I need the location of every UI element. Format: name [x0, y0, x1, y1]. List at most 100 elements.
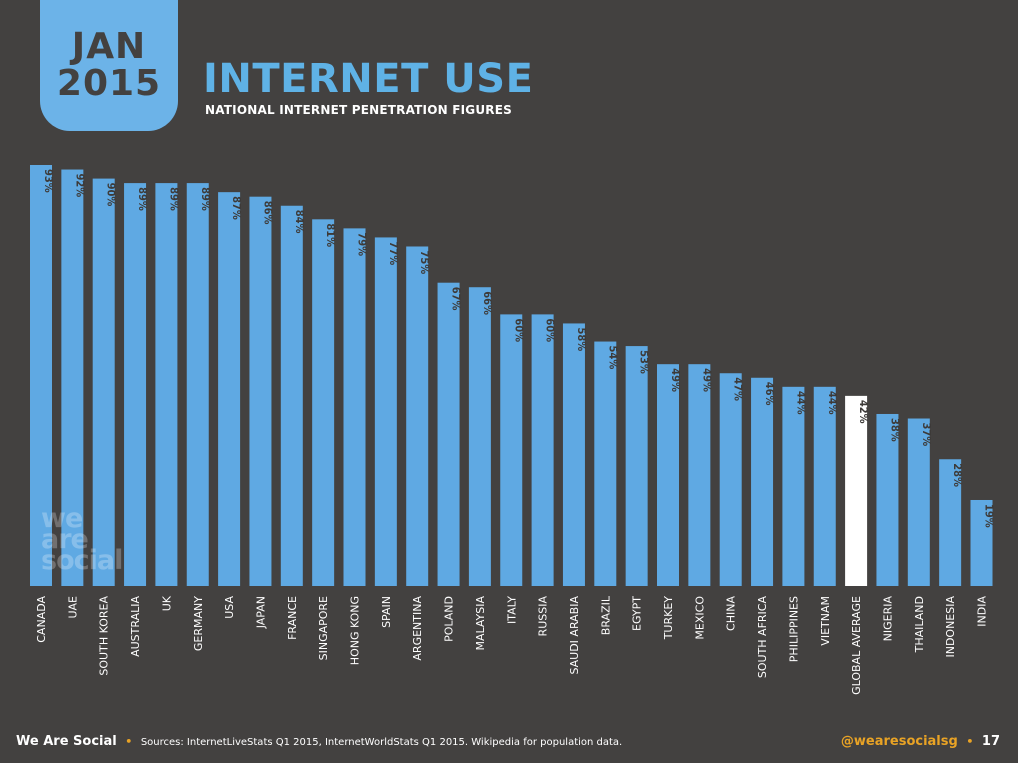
value-label-france: 84% [293, 210, 306, 234]
date-year: 2015 [56, 62, 162, 104]
category-label-spain: SPAIN [380, 596, 393, 628]
bar-italy [500, 314, 523, 586]
value-label-vietnam: 44% [826, 391, 839, 415]
footer-brand: We Are Social [16, 734, 117, 749]
value-label-uk: 89% [167, 187, 180, 211]
bar-france [280, 205, 303, 586]
category-label-philippines: PHILIPPINES [787, 596, 800, 662]
page-number: 17 [981, 734, 1000, 749]
bar-vietnam [813, 386, 836, 586]
bar-australia [124, 183, 147, 586]
date-month: JAN [71, 25, 147, 67]
category-label-vietnam: VIETNAM [819, 596, 832, 646]
category-label-hong-kong: HONG KONG [349, 596, 362, 665]
value-label-spain: 77% [387, 241, 400, 265]
bar-uae [61, 169, 84, 586]
category-label-nigeria: NIGERIA [881, 596, 894, 642]
category-label-italy: ITALY [505, 596, 518, 624]
bar-nigeria [876, 413, 899, 586]
bar-global-average [845, 395, 868, 586]
bar-argentina [406, 246, 429, 586]
bar-philippines [782, 386, 805, 586]
bar-south-africa [751, 377, 774, 586]
category-label-turkey: TURKEY [662, 596, 675, 641]
page-subtitle: NATIONAL INTERNET PENETRATION FIGURES [205, 103, 512, 117]
value-label-germany: 89% [199, 187, 212, 211]
value-label-brazil: 54% [606, 346, 619, 370]
value-label-canada: 93% [42, 169, 55, 193]
value-label-uae: 92% [73, 174, 86, 198]
bar-malaysia [468, 287, 491, 586]
value-label-nigeria: 38% [888, 418, 901, 442]
footer-separator-dot: • [125, 735, 133, 748]
bar-uk [155, 183, 178, 586]
category-label-indonesia: INDONESIA [944, 596, 957, 658]
bar-indonesia [939, 459, 962, 586]
bar-japan [249, 196, 272, 586]
value-label-global-average: 42% [857, 400, 870, 424]
bar-russia [531, 314, 554, 586]
category-label-canada: CANADA [35, 596, 48, 643]
we-are-social-watermark: we are social [41, 503, 123, 576]
bar-saudi-arabia [562, 323, 585, 586]
category-label-singapore: SINGAPORE [317, 596, 330, 660]
bar-mexico [688, 364, 711, 586]
bar-poland [437, 282, 460, 586]
value-label-hong-kong: 79% [356, 232, 369, 256]
category-label-china: CHINA [725, 596, 738, 631]
bar-canada [30, 165, 52, 586]
value-label-egypt: 53% [638, 350, 651, 374]
category-label-saudi-arabia: SAUDI ARABIA [568, 596, 581, 675]
bar-singapore [312, 219, 335, 587]
value-label-thailand: 37% [920, 423, 933, 447]
category-label-south-korea: SOUTH KOREA [98, 596, 111, 676]
value-label-malaysia: 66% [481, 291, 494, 315]
category-label-uae: UAE [66, 596, 79, 619]
value-label-russia: 60% [544, 318, 557, 342]
value-label-singapore: 81% [324, 223, 337, 247]
footer-separator-dot-2: • [966, 735, 974, 748]
bar-thailand [907, 418, 930, 586]
bar-india [970, 499, 993, 586]
category-label-thailand: THAILAND [913, 596, 926, 653]
bar-usa [218, 192, 241, 586]
value-label-india: 19% [983, 504, 996, 528]
bar-south-korea [92, 178, 115, 587]
value-label-china: 47% [732, 377, 745, 401]
bar-spain [374, 237, 397, 586]
page-title: INTERNET USE [203, 56, 534, 102]
value-label-turkey: 49% [669, 368, 682, 392]
bar-germany [186, 183, 209, 586]
category-label-argentina: ARGENTINA [411, 596, 424, 661]
watermark-line-3: social [41, 545, 123, 576]
value-label-poland: 67% [450, 287, 463, 311]
value-label-australia: 89% [136, 187, 149, 211]
value-label-japan: 86% [261, 201, 274, 225]
date-badge: JAN 2015 [40, 0, 178, 131]
bar-brazil [594, 341, 617, 586]
watermark-line-1: we [41, 503, 83, 534]
bar-egypt [625, 346, 648, 586]
category-label-global-average: GLOBAL AVERAGE [850, 596, 863, 695]
category-label-australia: AUSTRALIA [129, 596, 142, 657]
footer-right: @wearesocialsg • 17 [841, 734, 1000, 749]
value-label-argentina: 75% [418, 250, 431, 274]
value-label-philippines: 44% [794, 391, 807, 415]
footer-handle: @wearesocialsg [840, 734, 958, 749]
value-label-italy: 60% [512, 318, 525, 342]
category-label-mexico: MEXICO [693, 596, 706, 640]
value-label-saudi-arabia: 58% [575, 327, 588, 351]
category-label-uk: UK [160, 595, 173, 611]
category-label-egypt: EGYPT [631, 596, 644, 631]
bar-china [719, 373, 742, 586]
value-label-south-africa: 46% [763, 382, 776, 406]
value-label-indonesia: 28% [951, 463, 964, 487]
value-label-usa: 87% [230, 196, 243, 220]
watermark-line-2: are [41, 524, 89, 555]
category-label-south-africa: SOUTH AFRICA [756, 596, 769, 679]
category-label-india: INDIA [976, 596, 989, 627]
category-label-malaysia: MALAYSIA [474, 596, 487, 651]
category-label-germany: GERMANY [192, 596, 205, 651]
footer-left: We Are Social • Sources: InternetLiveSta… [16, 734, 622, 749]
value-label-mexico: 49% [700, 368, 713, 392]
